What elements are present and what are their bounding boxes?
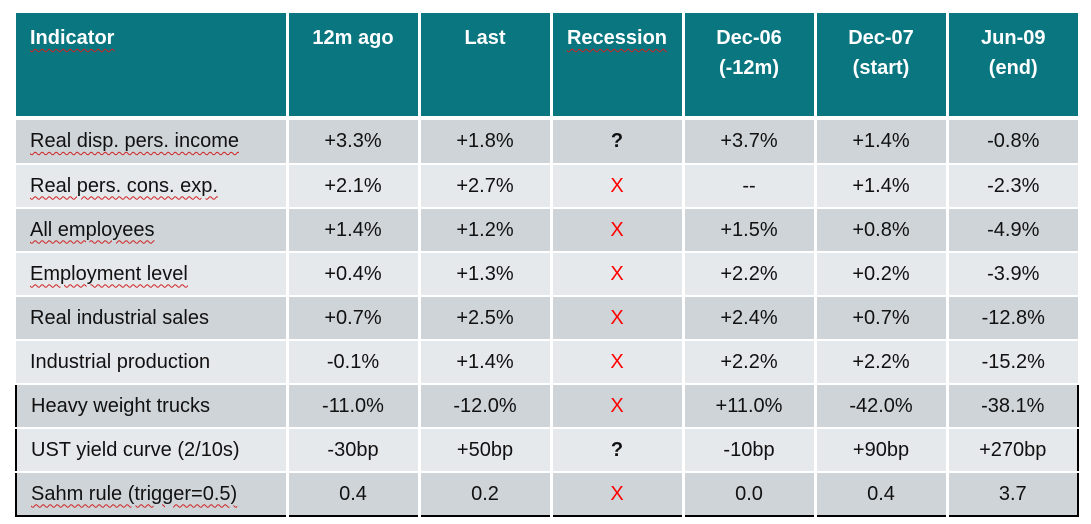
value-cell: 0.0 <box>683 472 817 517</box>
value-cell: +270bp <box>947 428 1079 473</box>
value-cell: 0.4 <box>815 472 949 517</box>
value-cell: -2.3% <box>947 164 1078 209</box>
value-cell: -0.8% <box>947 120 1078 165</box>
value-cell: +1.4% <box>815 120 949 165</box>
table-row: Real pers. cons. exp. +2.1% +2.7% X -- +… <box>16 164 1078 209</box>
table-row: Employment level +0.4% +1.3% X +2.2% +0.… <box>16 252 1078 297</box>
recession-mark: X <box>551 472 685 517</box>
recession-mark: X <box>551 252 685 297</box>
recession-mark: X <box>551 296 685 341</box>
value-cell: 0.2 <box>419 472 553 517</box>
value-cell: +0.7% <box>815 296 949 341</box>
value-cell: -10bp <box>683 428 817 473</box>
value-cell: +2.2% <box>683 340 817 385</box>
value-cell: -30bp <box>287 428 421 473</box>
value-cell: +1.8% <box>419 120 553 165</box>
value-cell: +0.7% <box>287 296 421 341</box>
value-cell: +2.5% <box>419 296 553 341</box>
indicator-cell: All employees <box>16 208 289 253</box>
value-cell: +2.1% <box>287 164 421 209</box>
value-cell: -38.1% <box>947 383 1079 429</box>
indicator-cell: Heavy weight trucks <box>15 383 289 429</box>
table-row: Real disp. pers. income +3.3% +1.8% ? +3… <box>16 120 1078 165</box>
recession-mark: X <box>551 208 685 253</box>
table-row: Industrial production -0.1% +1.4% X +2.2… <box>16 340 1078 385</box>
recession-mark: ? <box>551 120 685 165</box>
indicator-cell: Real pers. cons. exp. <box>16 164 289 209</box>
recession-mark: X <box>551 164 685 209</box>
header-recession: Recession <box>551 13 685 116</box>
value-cell: +1.5% <box>683 208 817 253</box>
table-row: UST yield curve (2/10s) -30bp +50bp ? -1… <box>15 428 1079 473</box>
value-cell: +2.2% <box>683 252 817 297</box>
indicator-cell: Real disp. pers. income <box>16 120 289 165</box>
value-cell: +2.7% <box>419 164 553 209</box>
value-cell: -0.1% <box>287 340 421 385</box>
value-cell: +2.2% <box>815 340 949 385</box>
value-cell: +1.4% <box>815 164 949 209</box>
indicator-cell: Real industrial sales <box>16 296 289 341</box>
value-cell: -11.0% <box>287 383 421 429</box>
highlighted-rows-box: Heavy weight trucks -11.0% -12.0% X +11.… <box>15 383 1079 517</box>
value-cell: 3.7 <box>947 472 1079 517</box>
value-cell: +1.3% <box>419 252 553 297</box>
table-row: Real industrial sales +0.7% +2.5% X +2.4… <box>16 296 1078 341</box>
value-cell: +1.4% <box>287 208 421 253</box>
value-cell: +1.4% <box>419 340 553 385</box>
value-cell: -4.9% <box>947 208 1078 253</box>
value-cell: +0.8% <box>815 208 949 253</box>
table-row: All employees +1.4% +1.2% X +1.5% +0.8% … <box>16 208 1078 253</box>
indicators-table: Indicator 12m ago Last Recession Dec-06(… <box>15 13 1079 517</box>
indicator-cell: Sahm rule (trigger=0.5) <box>15 472 289 517</box>
value-cell: -15.2% <box>947 340 1078 385</box>
header-indicator: Indicator <box>16 13 289 116</box>
table-row: Heavy weight trucks -11.0% -12.0% X +11.… <box>15 383 1079 429</box>
table-row: Sahm rule (trigger=0.5) 0.4 0.2 X 0.0 0.… <box>15 472 1079 517</box>
value-cell: +3.3% <box>287 120 421 165</box>
header-row: Indicator 12m ago Last Recession Dec-06(… <box>16 13 1078 116</box>
recession-mark: ? <box>551 428 685 473</box>
value-cell: +50bp <box>419 428 553 473</box>
value-cell: +90bp <box>815 428 949 473</box>
indicator-cell: Employment level <box>16 252 289 297</box>
value-cell: +11.0% <box>683 383 817 429</box>
header-dec07: Dec-07 (start) <box>815 13 949 116</box>
value-cell: +0.4% <box>287 252 421 297</box>
value-cell: +0.2% <box>815 252 949 297</box>
indicator-cell: UST yield curve (2/10s) <box>15 428 289 473</box>
value-cell: -3.9% <box>947 252 1078 297</box>
value-cell: -12.8% <box>947 296 1078 341</box>
value-cell: +2.4% <box>683 296 817 341</box>
value-cell: -42.0% <box>815 383 949 429</box>
indicator-cell: Industrial production <box>16 340 289 385</box>
header-12m-ago: 12m ago <box>287 13 421 116</box>
value-cell: +3.7% <box>683 120 817 165</box>
value-cell: 0.4 <box>287 472 421 517</box>
recession-mark: X <box>551 340 685 385</box>
value-cell: -- <box>683 164 817 209</box>
header-last: Last <box>419 13 553 116</box>
value-cell: +1.2% <box>419 208 553 253</box>
header-jun09: Jun-09 (end) <box>947 13 1078 116</box>
header-dec06: Dec-06 (-12m) <box>683 13 817 116</box>
value-cell: -12.0% <box>419 383 553 429</box>
recession-mark: X <box>551 383 685 429</box>
